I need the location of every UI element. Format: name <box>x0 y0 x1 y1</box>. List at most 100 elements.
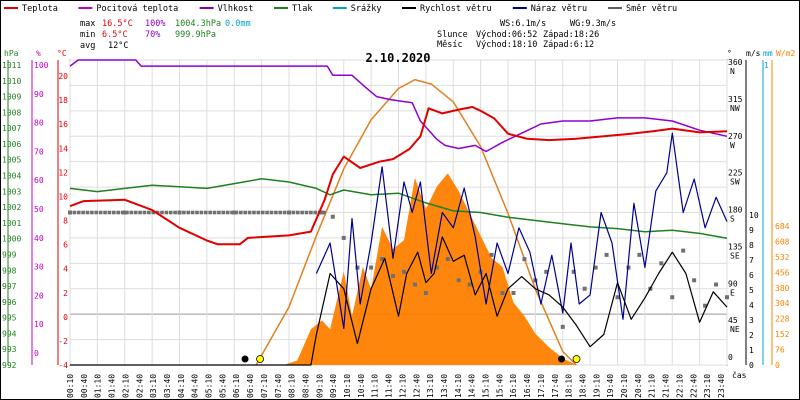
c-tick-label: 12 <box>58 168 68 177</box>
c-tick-label: 20 <box>58 72 68 81</box>
wind-dir-point <box>147 210 151 215</box>
time-tick-label: 11:40 <box>385 374 394 398</box>
stats-min-temp: 6.5°C <box>102 30 128 40</box>
wind-dir-point <box>412 282 417 287</box>
wind-dir-point <box>232 210 237 215</box>
hpa-tick-label: 992 <box>2 361 17 370</box>
time-tick-label: 21:40 <box>662 374 671 398</box>
time-tick-label: 08:10 <box>288 374 297 398</box>
sunset-marker-sun <box>572 355 581 363</box>
pct-tick-label: 90 <box>34 90 44 99</box>
wm2-tick-label: 304 <box>775 299 790 308</box>
sun-set: Západ:18:26 <box>543 30 599 40</box>
wind-dir-point <box>269 210 274 215</box>
deg-dir-label: W <box>730 141 735 150</box>
wind-dir-point <box>129 210 134 215</box>
hpa-tick-label: 994 <box>2 329 17 338</box>
wind-dir-point <box>94 210 99 215</box>
deg-dir-label: NE <box>730 325 740 334</box>
ms-tick-label: 5 <box>749 286 754 295</box>
wind-wg: WG:9.3m/s <box>570 19 616 29</box>
legend-label: Náraz větru <box>531 4 587 14</box>
gust-line <box>315 132 728 329</box>
wm2-tick-label: 684 <box>775 222 790 231</box>
wind-dir-point <box>90 210 94 215</box>
pct-tick-label: 40 <box>34 234 44 243</box>
wind-dir-point <box>173 210 177 215</box>
time-axis-label: čas <box>732 370 747 380</box>
deg-axis-label: ° <box>727 49 732 58</box>
time-tick-label: 13:40 <box>440 374 449 398</box>
c-tick-label: 8 <box>63 217 68 226</box>
wind-dir-point <box>103 210 107 215</box>
time-tick-label: 15:10 <box>482 374 491 398</box>
legend-label: Vlhkost <box>218 4 254 14</box>
stats-min-press: 999.9hPa <box>175 30 216 40</box>
chart-title: 2.10.2020 <box>365 51 430 65</box>
time-tick-label: 05:40 <box>218 374 227 398</box>
time-tick-label: 13:10 <box>426 374 435 398</box>
wind-dir-point <box>560 324 565 329</box>
wind-dir-point <box>582 286 587 291</box>
wind-dir-point <box>355 265 360 270</box>
c-tick-label: 16 <box>58 120 68 129</box>
time-tick-label: 02:40 <box>135 374 144 398</box>
legend-label: Srážky <box>351 4 382 14</box>
legend-label: Tlak <box>292 4 312 14</box>
wind-dir-point <box>98 210 103 215</box>
stats-min-label: min <box>80 30 95 40</box>
hpa-tick-label: 1003 <box>2 187 21 196</box>
pct-tick-label: 70 <box>34 147 44 156</box>
legend-label: Směr větru <box>626 4 677 14</box>
wind-dir-point <box>177 210 182 215</box>
wind-dir-point <box>544 269 549 274</box>
time-tick-label: 00:10 <box>66 374 75 398</box>
ms-tick-label: 8 <box>749 241 754 250</box>
mm-top-tick: 1 <box>764 61 769 70</box>
wind-dir-point <box>260 210 265 215</box>
wind-dir-point <box>714 282 719 287</box>
wind-dir-point <box>401 269 406 274</box>
wind-dir-point <box>133 210 138 215</box>
stats-max-hum: 100% <box>145 19 165 29</box>
time-tick-label: 14:40 <box>468 374 477 398</box>
wind-dir-point <box>287 210 291 215</box>
stats-max-rain: 0.0mm <box>225 19 251 29</box>
pct-tick-label: 20 <box>34 291 44 300</box>
wind-dir-point <box>182 210 186 215</box>
wind-dir-point <box>380 257 385 262</box>
wind-dir-point <box>291 210 296 215</box>
time-tick-label: 22:10 <box>675 374 684 398</box>
time-tick-label: 20:10 <box>620 374 629 398</box>
deg-dir-label: N <box>730 67 735 76</box>
deg-tick-label: 180 <box>728 206 743 215</box>
wind-dir-point <box>681 248 686 253</box>
wind-dir-point <box>190 210 195 215</box>
wind-ws: WS:6.1m/s <box>500 19 546 29</box>
c-tick-label: 6 <box>63 241 68 250</box>
wind-dir-point <box>300 210 304 215</box>
hpa-tick-label: 1010 <box>2 77 21 86</box>
wind-dir-point <box>659 261 664 266</box>
stats-avg-temp: 12°C <box>108 41 128 51</box>
sun-rise: Východ:06:52 <box>476 30 537 40</box>
time-tick-label: 16:10 <box>509 374 518 398</box>
wind-dir-point <box>319 210 324 215</box>
sunrise-marker-moon <box>241 355 249 363</box>
wind-dir-point <box>203 210 208 215</box>
time-tick-label: 03:10 <box>149 374 158 398</box>
wind-dir-point <box>593 265 598 270</box>
time-tick-label: 18:40 <box>578 374 587 398</box>
wind-dir-point <box>604 252 609 257</box>
temperature-line <box>69 106 728 246</box>
humidity-line <box>69 59 728 153</box>
time-tick-label: 10:40 <box>357 374 366 398</box>
wind-dir-point <box>500 290 505 295</box>
wind-speed-line <box>70 236 728 366</box>
hpa-tick-label: 995 <box>2 314 17 323</box>
wm2-tick-label: 0 <box>775 361 780 370</box>
wind-dir-point <box>107 210 112 215</box>
wind-dir-point <box>195 210 199 215</box>
time-tick-label: 22:40 <box>689 374 698 398</box>
deg-dir-label: S <box>730 215 735 224</box>
